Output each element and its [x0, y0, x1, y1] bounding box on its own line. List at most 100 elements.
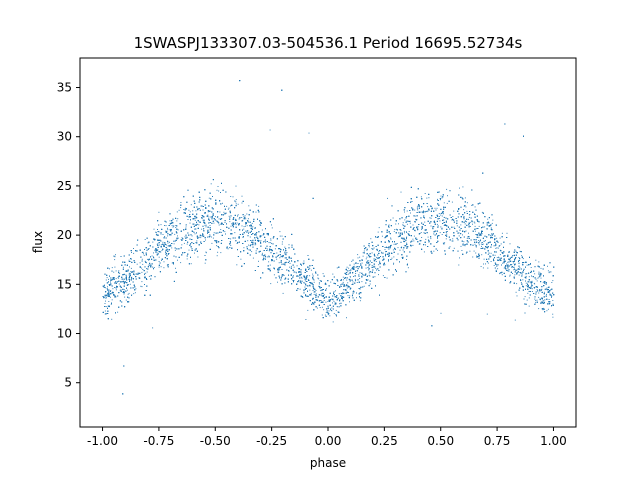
- data-point: [220, 229, 222, 230]
- data-point: [128, 272, 130, 274]
- data-point: [141, 258, 143, 260]
- data-point: [317, 277, 319, 279]
- data-point: [442, 242, 444, 244]
- data-point: [503, 258, 505, 260]
- data-point: [310, 292, 312, 294]
- data-point: [453, 226, 455, 228]
- data-point: [231, 223, 233, 225]
- data-point: [478, 225, 480, 227]
- data-point: [295, 271, 297, 273]
- data-point: [498, 257, 500, 259]
- data-point: [333, 313, 335, 314]
- data-point: [346, 279, 348, 281]
- data-point: [307, 309, 309, 311]
- data-point: [329, 315, 331, 317]
- data-point: [361, 259, 362, 261]
- data-point: [322, 292, 324, 294]
- data-point: [462, 234, 463, 236]
- data-point: [499, 273, 500, 275]
- data-point: [550, 289, 552, 291]
- data-point: [299, 275, 301, 277]
- data-point: [120, 289, 122, 291]
- data-point: [440, 312, 442, 314]
- data-point: [183, 242, 185, 244]
- data-point: [147, 242, 149, 244]
- data-point: [384, 264, 386, 266]
- data-point: [446, 188, 448, 190]
- data-point: [359, 300, 361, 302]
- data-point: [172, 222, 174, 224]
- data-point: [503, 262, 505, 264]
- data-point: [180, 239, 182, 240]
- data-point: [415, 238, 416, 240]
- data-point: [321, 306, 323, 308]
- data-point: [410, 241, 412, 243]
- data-point: [490, 256, 492, 258]
- data-point: [424, 221, 426, 223]
- data-point: [186, 258, 188, 260]
- data-point: [512, 262, 514, 264]
- data-point: [437, 225, 439, 227]
- data-point: [420, 232, 422, 233]
- data-point: [430, 238, 432, 240]
- data-point: [479, 241, 481, 243]
- data-point: [440, 199, 441, 201]
- data-point: [529, 263, 531, 265]
- data-point: [272, 255, 274, 257]
- data-point: [453, 210, 455, 212]
- data-point: [166, 264, 168, 266]
- data-point: [142, 269, 144, 270]
- data-point: [353, 266, 355, 268]
- data-point: [373, 247, 375, 249]
- data-point: [524, 262, 526, 263]
- data-point: [482, 243, 484, 245]
- data-point: [407, 233, 409, 235]
- data-point: [461, 250, 463, 251]
- data-point: [425, 238, 427, 240]
- data-point: [176, 237, 178, 239]
- data-point: [449, 246, 451, 248]
- data-point: [158, 261, 160, 262]
- data-point: [473, 221, 475, 223]
- data-point: [330, 281, 332, 283]
- data-point: [549, 271, 551, 273]
- data-point: [442, 213, 444, 215]
- data-point: [171, 262, 173, 264]
- data-point: [309, 289, 311, 291]
- data-point: [198, 221, 200, 223]
- data-point: [274, 253, 276, 254]
- data-point: [320, 290, 322, 292]
- data-point: [481, 254, 483, 256]
- data-point: [295, 272, 297, 274]
- data-point: [542, 300, 544, 302]
- data-point: [128, 274, 130, 276]
- data-point: [135, 273, 137, 275]
- data-point: [360, 263, 362, 265]
- data-point: [130, 267, 132, 269]
- data-point: [330, 309, 332, 311]
- data-point: [527, 292, 529, 294]
- data-point: [490, 234, 492, 236]
- data-point: [318, 283, 320, 285]
- data-point: [528, 305, 530, 307]
- data-point: [499, 254, 501, 256]
- data-point: [469, 226, 471, 227]
- data-point: [438, 216, 440, 217]
- data-point: [126, 289, 128, 291]
- data-point: [546, 293, 547, 295]
- data-point: [167, 245, 169, 247]
- data-point: [293, 266, 295, 268]
- data-point: [399, 234, 401, 236]
- data-point: [254, 244, 256, 246]
- data-point: [353, 265, 355, 267]
- data-point: [531, 283, 533, 285]
- data-point: [433, 250, 435, 252]
- data-point: [114, 287, 115, 288]
- data-point: [468, 225, 470, 227]
- data-point: [218, 218, 220, 220]
- data-point: [142, 263, 144, 265]
- data-point: [115, 289, 117, 291]
- data-point: [520, 273, 522, 275]
- data-point: [316, 295, 318, 297]
- data-point: [371, 265, 373, 266]
